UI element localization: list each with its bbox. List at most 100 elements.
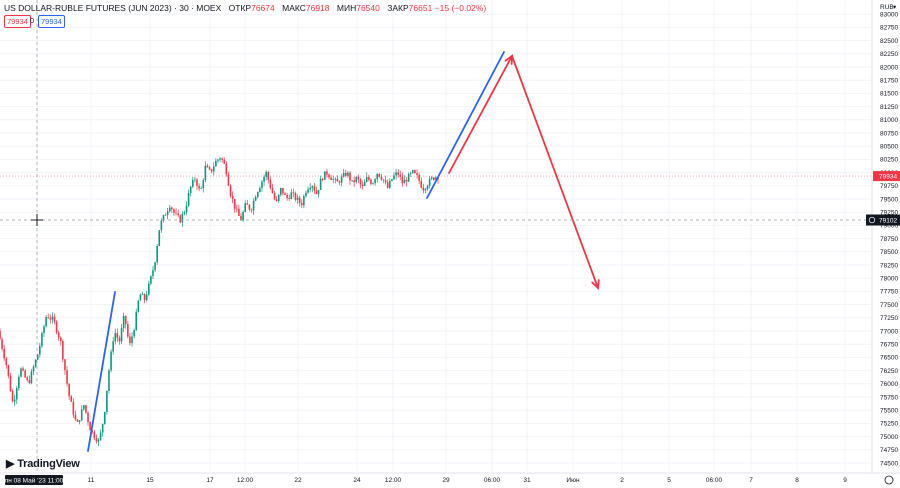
close-value: 76651 (408, 3, 433, 13)
candle-body (321, 178, 324, 180)
y-tick-label: 78000 (880, 276, 898, 283)
candle-body (80, 409, 83, 421)
y-tick-label: 77000 (880, 328, 898, 335)
candle-body (263, 176, 265, 182)
low-value: 76540 (356, 3, 380, 13)
candle-body (208, 167, 211, 170)
buy-price-button[interactable]: 79934 (38, 15, 65, 28)
candle-body (131, 336, 133, 344)
candle-body (68, 383, 70, 397)
x-tick-label: 15 (146, 477, 154, 484)
candle-body (407, 173, 410, 182)
tradingview-icon: ▶︎ (6, 458, 15, 470)
candle-body (122, 315, 125, 329)
candle-body (70, 396, 73, 402)
candle-body (78, 420, 81, 422)
candle-body (124, 315, 127, 325)
candle-body (3, 349, 5, 359)
candle-body (101, 423, 104, 433)
candle-body (118, 337, 121, 342)
candle-body (326, 171, 328, 175)
candle-body (238, 208, 240, 216)
y-tick-label: 81750 (880, 78, 898, 85)
candle-body (231, 195, 234, 199)
candle-body (34, 359, 37, 367)
candle-body (168, 207, 171, 212)
blue-trend-line (426, 51, 505, 199)
open-value: 76674 (251, 3, 275, 13)
candle-body (397, 172, 399, 175)
candle-body (18, 376, 20, 389)
candle-body (15, 388, 18, 400)
candle-body (7, 364, 10, 376)
candle-body (433, 177, 435, 180)
candle-body (202, 180, 205, 189)
candle-body (370, 179, 372, 185)
candle-body (273, 192, 276, 200)
candle-body (424, 188, 427, 191)
candle-body (215, 160, 217, 167)
y-tick-label: 80750 (880, 130, 898, 137)
x-tick-label: 2 (620, 477, 624, 484)
candle-body (380, 176, 383, 180)
candle-body (382, 179, 385, 181)
candle-body (313, 186, 316, 191)
candle-body (340, 176, 343, 183)
time-axis[interactable]: 11 15 17 12:00 22 24 12:00 29 06:00 31 Июн 2 5 06:00 7… (5, 475, 894, 485)
candle-body (116, 333, 119, 338)
candle-body (97, 439, 100, 442)
candle-body (338, 181, 341, 183)
y-tick-label: 75750 (880, 394, 898, 401)
sell-price-button[interactable]: 79934 (4, 15, 31, 28)
candle-body (250, 209, 253, 211)
x-tick-label: 24 (353, 477, 361, 484)
candle-body (41, 333, 43, 347)
candle-body (53, 316, 56, 322)
candle-body (265, 171, 267, 177)
candle-body (300, 203, 303, 206)
candle-body (305, 192, 307, 197)
y-tick-label: 79750 (880, 183, 898, 190)
candle-body (141, 294, 144, 295)
candle-body (246, 203, 249, 205)
candle-body (217, 159, 219, 161)
candle-body (47, 317, 50, 319)
candle-body (64, 359, 66, 371)
candle-body (422, 187, 425, 191)
candle-body (85, 405, 87, 413)
x-tick-label: 5 (667, 477, 671, 484)
candle-body (110, 351, 112, 371)
candle-body (181, 213, 184, 223)
red-trend-line (448, 55, 513, 174)
low-label: МИН (336, 3, 357, 13)
candle-body (137, 300, 140, 312)
candle-body (303, 196, 305, 206)
y-tick-label: 78750 (880, 236, 898, 243)
candle-body (87, 412, 89, 422)
candle-body (196, 179, 198, 186)
candle-body (307, 189, 309, 193)
candle-body (252, 200, 255, 211)
candle-body (152, 270, 154, 277)
candles-layer (0, 157, 439, 446)
symbol-title[interactable]: US DOLLAR-RUBLE FUTURES (JUN 2023) · 30 … (4, 3, 222, 13)
candle-body (74, 414, 77, 420)
candle-body (259, 187, 261, 193)
candle-body (135, 311, 138, 331)
candle-body (386, 182, 389, 188)
candle-body (187, 192, 190, 206)
candle-body (355, 177, 358, 183)
candle-body (1, 339, 3, 350)
tradingview-logo[interactable]: ▶︎ TradingView (6, 457, 80, 470)
candle-body (286, 195, 288, 199)
candle-body (334, 178, 337, 180)
candle-body (106, 390, 108, 413)
candle-body (294, 192, 297, 200)
candle-body (11, 391, 14, 402)
candle-body (296, 197, 299, 200)
price-axis[interactable]: RUB ▾ 74500 74750 75000 75250 75500 75750 76000 7… (880, 4, 898, 467)
candle-body (223, 159, 226, 164)
x-tick-label: 8 (795, 477, 799, 484)
candle-body (198, 185, 200, 189)
